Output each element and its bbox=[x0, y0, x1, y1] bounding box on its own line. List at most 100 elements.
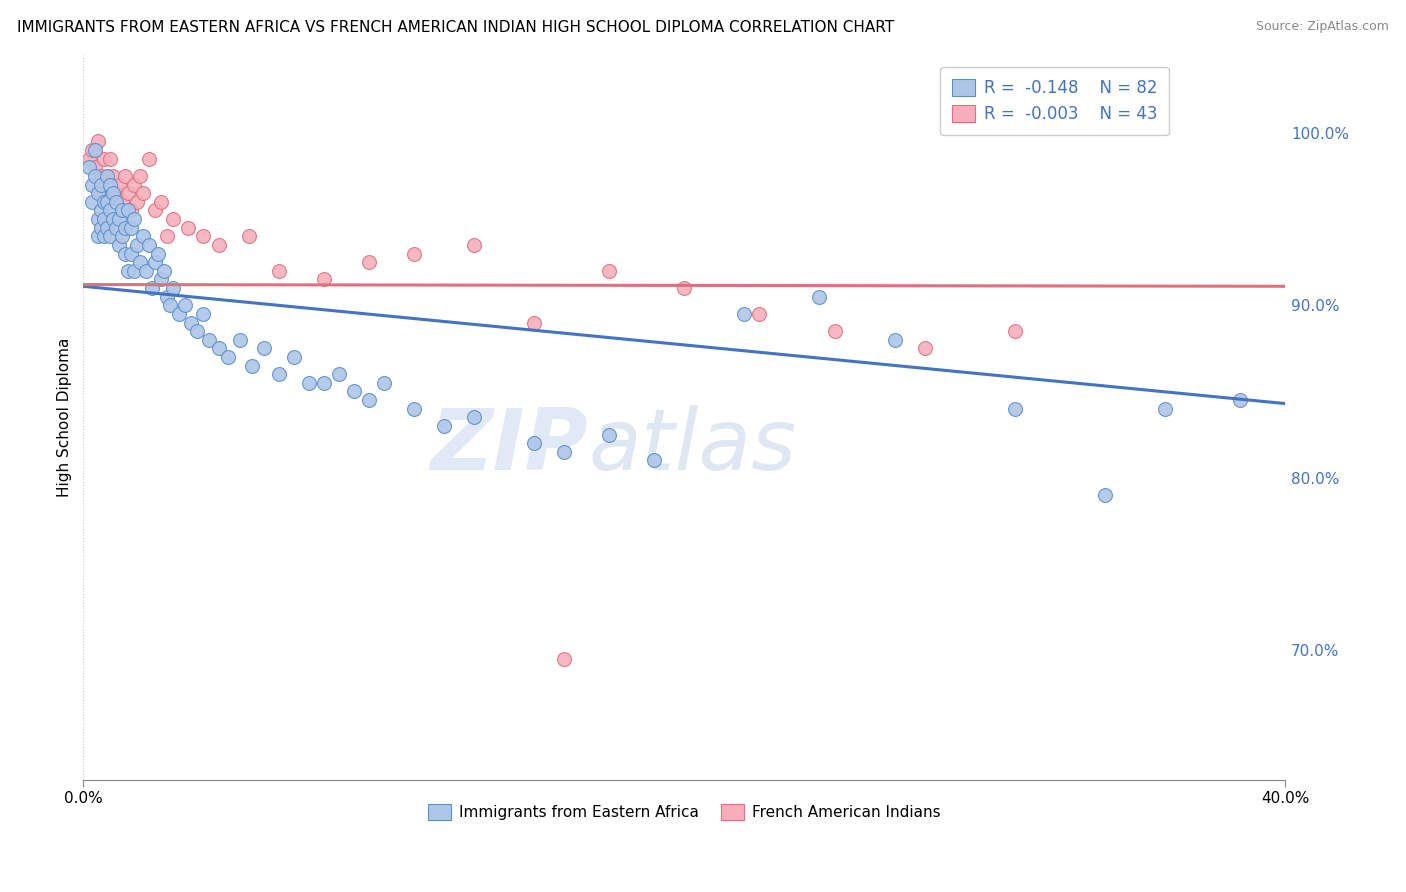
Point bbox=[553, 445, 575, 459]
Point bbox=[93, 229, 115, 244]
Point bbox=[124, 264, 146, 278]
Point bbox=[180, 316, 202, 330]
Point bbox=[120, 246, 142, 260]
Point bbox=[267, 368, 290, 382]
Point bbox=[156, 229, 179, 244]
Point bbox=[357, 393, 380, 408]
Point bbox=[373, 376, 395, 390]
Point bbox=[105, 220, 128, 235]
Point bbox=[98, 152, 121, 166]
Point bbox=[673, 281, 696, 295]
Point bbox=[808, 290, 831, 304]
Point bbox=[90, 203, 112, 218]
Point bbox=[96, 194, 118, 209]
Point bbox=[463, 238, 485, 252]
Point bbox=[87, 212, 110, 227]
Point bbox=[162, 281, 184, 295]
Point bbox=[433, 419, 456, 434]
Point bbox=[96, 169, 118, 183]
Point bbox=[98, 203, 121, 218]
Point bbox=[883, 333, 905, 347]
Point bbox=[129, 255, 152, 269]
Point bbox=[117, 186, 139, 201]
Point bbox=[132, 229, 155, 244]
Point bbox=[87, 186, 110, 201]
Point bbox=[198, 333, 221, 347]
Point bbox=[108, 212, 131, 227]
Point bbox=[148, 246, 170, 260]
Point bbox=[90, 178, 112, 192]
Point bbox=[124, 178, 146, 192]
Point bbox=[240, 359, 263, 373]
Point bbox=[138, 238, 160, 252]
Point bbox=[96, 169, 118, 183]
Text: IMMIGRANTS FROM EASTERN AFRICA VS FRENCH AMERICAN INDIAN HIGH SCHOOL DIPLOMA COR: IMMIGRANTS FROM EASTERN AFRICA VS FRENCH… bbox=[17, 20, 894, 35]
Point bbox=[103, 169, 125, 183]
Point bbox=[267, 264, 290, 278]
Point bbox=[96, 194, 118, 209]
Point bbox=[169, 307, 191, 321]
Point bbox=[114, 246, 136, 260]
Point bbox=[117, 264, 139, 278]
Point bbox=[87, 135, 110, 149]
Point bbox=[138, 152, 160, 166]
Point bbox=[402, 246, 425, 260]
Point bbox=[1229, 393, 1251, 408]
Point bbox=[124, 212, 146, 227]
Y-axis label: High School Diploma: High School Diploma bbox=[58, 338, 72, 497]
Point bbox=[90, 220, 112, 235]
Point bbox=[1004, 324, 1026, 338]
Point bbox=[343, 384, 366, 399]
Point bbox=[150, 272, 173, 286]
Point bbox=[103, 212, 125, 227]
Point bbox=[145, 203, 167, 218]
Point bbox=[312, 272, 335, 286]
Text: ZIP: ZIP bbox=[430, 405, 588, 488]
Point bbox=[162, 212, 184, 227]
Point bbox=[312, 376, 335, 390]
Point bbox=[159, 298, 181, 312]
Point bbox=[252, 342, 274, 356]
Point bbox=[108, 238, 131, 252]
Point bbox=[298, 376, 321, 390]
Point bbox=[84, 143, 107, 157]
Point bbox=[111, 194, 134, 209]
Point bbox=[105, 194, 128, 209]
Point bbox=[217, 350, 239, 364]
Point bbox=[824, 324, 846, 338]
Point bbox=[98, 178, 121, 192]
Point bbox=[153, 264, 176, 278]
Point bbox=[283, 350, 305, 364]
Point bbox=[79, 152, 101, 166]
Point bbox=[111, 229, 134, 244]
Point bbox=[108, 178, 131, 192]
Point bbox=[150, 194, 173, 209]
Point bbox=[193, 307, 215, 321]
Point bbox=[207, 238, 229, 252]
Point bbox=[228, 333, 250, 347]
Point bbox=[328, 368, 350, 382]
Point bbox=[145, 255, 167, 269]
Point bbox=[84, 161, 107, 175]
Point bbox=[914, 342, 936, 356]
Point bbox=[523, 316, 546, 330]
Point bbox=[1094, 488, 1116, 502]
Point bbox=[357, 255, 380, 269]
Point bbox=[402, 401, 425, 416]
Text: atlas: atlas bbox=[588, 405, 796, 488]
Point bbox=[82, 178, 104, 192]
Point bbox=[114, 169, 136, 183]
Point bbox=[1004, 401, 1026, 416]
Point bbox=[598, 264, 620, 278]
Point bbox=[98, 229, 121, 244]
Point bbox=[463, 410, 485, 425]
Point bbox=[135, 264, 157, 278]
Point bbox=[82, 143, 104, 157]
Point bbox=[553, 652, 575, 666]
Point bbox=[111, 203, 134, 218]
Legend: Immigrants from Eastern Africa, French American Indians: Immigrants from Eastern Africa, French A… bbox=[422, 798, 946, 826]
Point bbox=[207, 342, 229, 356]
Point bbox=[129, 169, 152, 183]
Point bbox=[238, 229, 260, 244]
Point bbox=[93, 194, 115, 209]
